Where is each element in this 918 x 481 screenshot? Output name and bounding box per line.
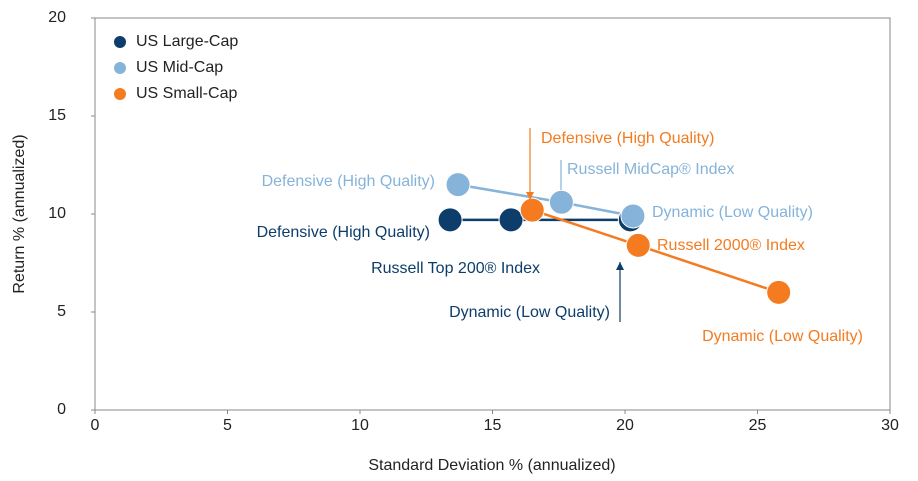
arrow-head (526, 192, 534, 200)
point-label: Dynamic (Low Quality) (652, 204, 813, 221)
point-label: Russell MidCap® Index (567, 161, 734, 178)
point (437, 207, 463, 233)
legend-label: US Large-Cap (136, 33, 238, 50)
x-tick-label: 5 (223, 417, 232, 434)
legend-label: US Mid-Cap (136, 59, 223, 76)
x-tick-label: 20 (616, 417, 634, 434)
x-tick-label: 15 (484, 417, 502, 434)
point (548, 189, 574, 215)
point (498, 207, 524, 233)
x-axis-title: Standard Deviation % (annualized) (368, 457, 615, 474)
point (620, 203, 646, 229)
point-label: Defensive (High Quality) (262, 173, 435, 190)
point-label: Dynamic (Low Quality) (702, 328, 863, 345)
point (519, 197, 545, 223)
arrow-head (616, 262, 624, 270)
x-tick-label: 0 (91, 417, 100, 434)
x-tick-label: 30 (881, 417, 899, 434)
y-axis-title: Return % (annualized) (11, 134, 28, 293)
point-label: Russell 2000® Index (657, 237, 805, 254)
legend-marker (114, 62, 126, 74)
legend-label: US Small-Cap (136, 85, 237, 102)
y-tick-label: 10 (48, 205, 66, 222)
point-label: Defensive (High Quality) (257, 224, 430, 241)
point (766, 279, 792, 305)
legend-marker (114, 36, 126, 48)
x-tick-label: 10 (351, 417, 369, 434)
point-label: Dynamic (Low Quality) (449, 304, 610, 321)
series-line (457, 183, 634, 218)
point (625, 232, 651, 258)
x-tick-label: 25 (749, 417, 767, 434)
point (445, 172, 471, 198)
y-tick-label: 15 (48, 107, 66, 124)
y-tick-label: 20 (48, 9, 66, 26)
point-label: Russell Top 200® Index (371, 260, 540, 277)
y-tick-label: 0 (57, 401, 66, 418)
y-tick-label: 5 (57, 303, 66, 320)
legend-marker (114, 88, 126, 100)
point-label: Defensive (High Quality) (541, 130, 714, 147)
